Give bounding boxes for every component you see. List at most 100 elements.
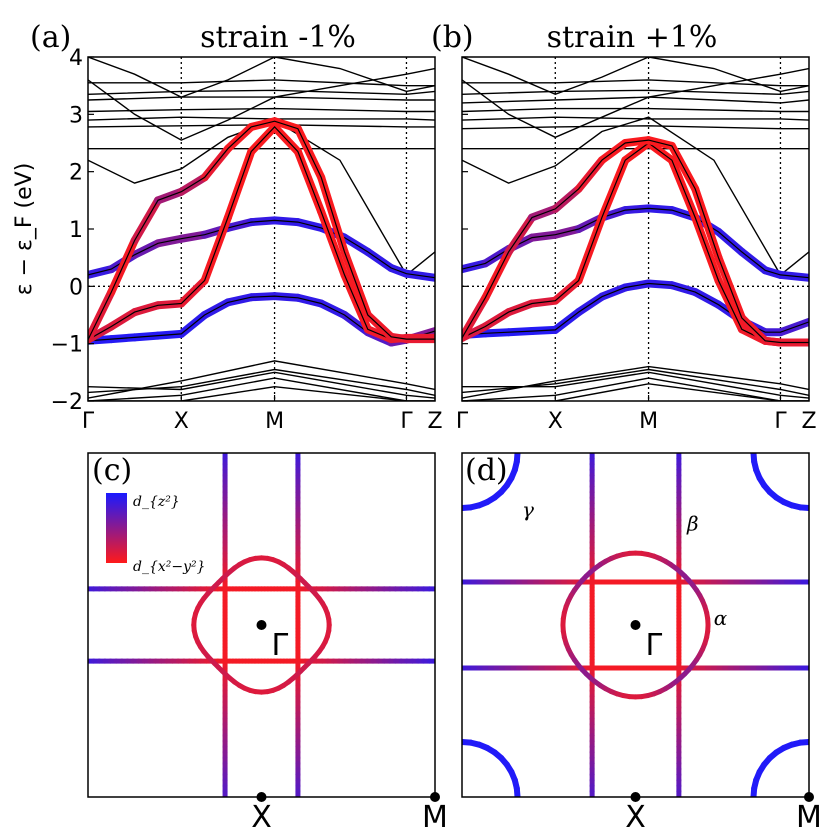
- gamma-pocket-segment: [826, 745, 830, 748]
- gamma-pocket-segment: [417, 485, 423, 492]
- gamma-pocket-segment: [407, 780, 409, 788]
- panel-d-band-labels: γ β α: [522, 498, 728, 630]
- band-line-black: [88, 368, 435, 396]
- panel-d-points: Γ X M: [625, 620, 822, 832]
- gamma-pocket-segment: [514, 794, 521, 797]
- gamma-pocket-segment: [445, 399, 453, 401]
- orbital-colorbar: [106, 493, 127, 563]
- gamma-pocket-segment: [407, 436, 409, 444]
- gamma-pocket-segment: [406, 444, 407, 453]
- gamma-pocket-segment: [809, 398, 818, 399]
- panel-a-bands: [88, 57, 435, 401]
- gamma-pocket-segment: [409, 470, 412, 478]
- orbital-band: [88, 216, 435, 282]
- gamma-pocket-segment: [750, 453, 757, 456]
- gamma-pocket-segment: [445, 743, 453, 745]
- panel-a-y-ticks: −2 −1 0 1 2 3 4: [51, 46, 94, 415]
- x-tick-label: M: [639, 409, 658, 434]
- band-line-black: [462, 79, 809, 87]
- x-tick-label: Γ: [400, 409, 413, 434]
- panel-a: (a) strain -1% ε − ε_F (eV) −2 −1 0 1 2 3 4 Γ X…: [12, 20, 443, 434]
- panel-c: (c) d_{z²} d_{x²−y²} Γ X M: [87, 452, 448, 832]
- gamma-pocket-segment: [417, 414, 423, 421]
- high-symmetry-point-label: M: [796, 800, 822, 832]
- gamma-pocket-segment: [409, 772, 412, 780]
- high-symmetry-point-label: X: [251, 800, 272, 832]
- orbital-band-core: [88, 126, 435, 341]
- band-line-black: [88, 57, 435, 98]
- colorbar-label-dz2: d_{z²}: [133, 494, 180, 510]
- band-line-black: [462, 107, 809, 113]
- orbital-band-core: [88, 219, 435, 279]
- orbital-band-core: [88, 120, 435, 340]
- high-symmetry-point-label: Γ: [646, 628, 663, 663]
- panel-d: (d) γ β α Γ X M: [406, 398, 830, 832]
- band-line-black: [88, 371, 435, 399]
- y-tick-label: 2: [69, 161, 83, 186]
- x-tick-label: Γ: [456, 409, 469, 434]
- gamma-pocket-segment: [754, 806, 756, 814]
- gamma-pocket-segment: [507, 822, 512, 829]
- gamma-pocket-segment: [756, 814, 759, 822]
- band-line-black: [88, 96, 435, 101]
- gamma-pocket-segment: [818, 743, 826, 745]
- y-tick-label: −2: [51, 390, 83, 415]
- x-tick-label: M: [265, 409, 284, 434]
- gamma-pocket-segment: [513, 453, 521, 465]
- gamma-pocket-segment: [760, 822, 765, 829]
- gamma-pocket-segment: [756, 428, 759, 436]
- orbital-band-core: [462, 207, 809, 279]
- gamma-pocket-segment: [462, 505, 465, 512]
- band-line-black: [462, 89, 809, 96]
- gamma-pocket-segment: [406, 453, 407, 462]
- band-line-black: [88, 67, 435, 141]
- panel-a-label: (a): [30, 20, 71, 55]
- gamma-pocket-segment: [754, 436, 756, 444]
- panel-b-title: strain +1%: [547, 20, 718, 55]
- panel-b-label: (b): [431, 20, 474, 55]
- orbital-band: [462, 136, 809, 347]
- gamma-pocket-segment: [413, 822, 418, 829]
- gamma-pocket-segment: [423, 752, 430, 758]
- fermi-sheet-label: β: [686, 511, 699, 535]
- band-line-black: [462, 116, 809, 276]
- orbital-band: [88, 117, 435, 344]
- panel-c-points: Γ X M: [251, 620, 448, 832]
- panel-d-fermi-surface: [406, 398, 830, 829]
- band-line-black: [462, 383, 809, 401]
- gamma-pocket-segment: [413, 421, 418, 428]
- gamma-pocket-segment: [776, 404, 783, 409]
- gamma-pocket-segment: [413, 765, 418, 772]
- y-axis-label: ε − ε_F (eV): [12, 163, 37, 296]
- y-tick-label: −1: [51, 333, 83, 358]
- gamma-pocket-segment: [423, 492, 430, 498]
- panel-b-bands: [462, 57, 809, 401]
- gamma-pocket-segment: [487, 404, 494, 409]
- gamma-pocket-segment: [515, 436, 517, 444]
- gamma-pocket-segment: [445, 505, 453, 507]
- high-symmetry-point: [630, 792, 641, 802]
- gamma-pocket-segment: [826, 401, 830, 404]
- band-line-black: [88, 79, 435, 87]
- gamma-pocket-segment: [760, 421, 765, 428]
- gamma-pocket-segment: [818, 505, 826, 507]
- gamma-pocket-segment: [750, 794, 757, 797]
- orbital-band-core: [462, 139, 809, 344]
- colorbar-label-dx2y2: d_{x²−y²}: [133, 559, 206, 575]
- gamma-pocket-segment: [806, 738, 809, 745]
- gamma-pocket-segment: [437, 745, 445, 748]
- x-tick-label: Z: [801, 409, 816, 434]
- gamma-pocket-segment: [417, 758, 423, 765]
- y-tick-label: 0: [69, 275, 83, 300]
- gamma-pocket-segment: [515, 806, 517, 814]
- y-tick-label: 4: [69, 46, 83, 71]
- fermi-sheet-label: γ: [522, 498, 534, 522]
- high-symmetry-point: [630, 620, 641, 630]
- x-tick-label: X: [548, 409, 563, 434]
- x-tick-label: Γ: [774, 409, 787, 434]
- gamma-pocket-segment: [806, 505, 809, 512]
- gamma-pocket-segment: [413, 478, 418, 485]
